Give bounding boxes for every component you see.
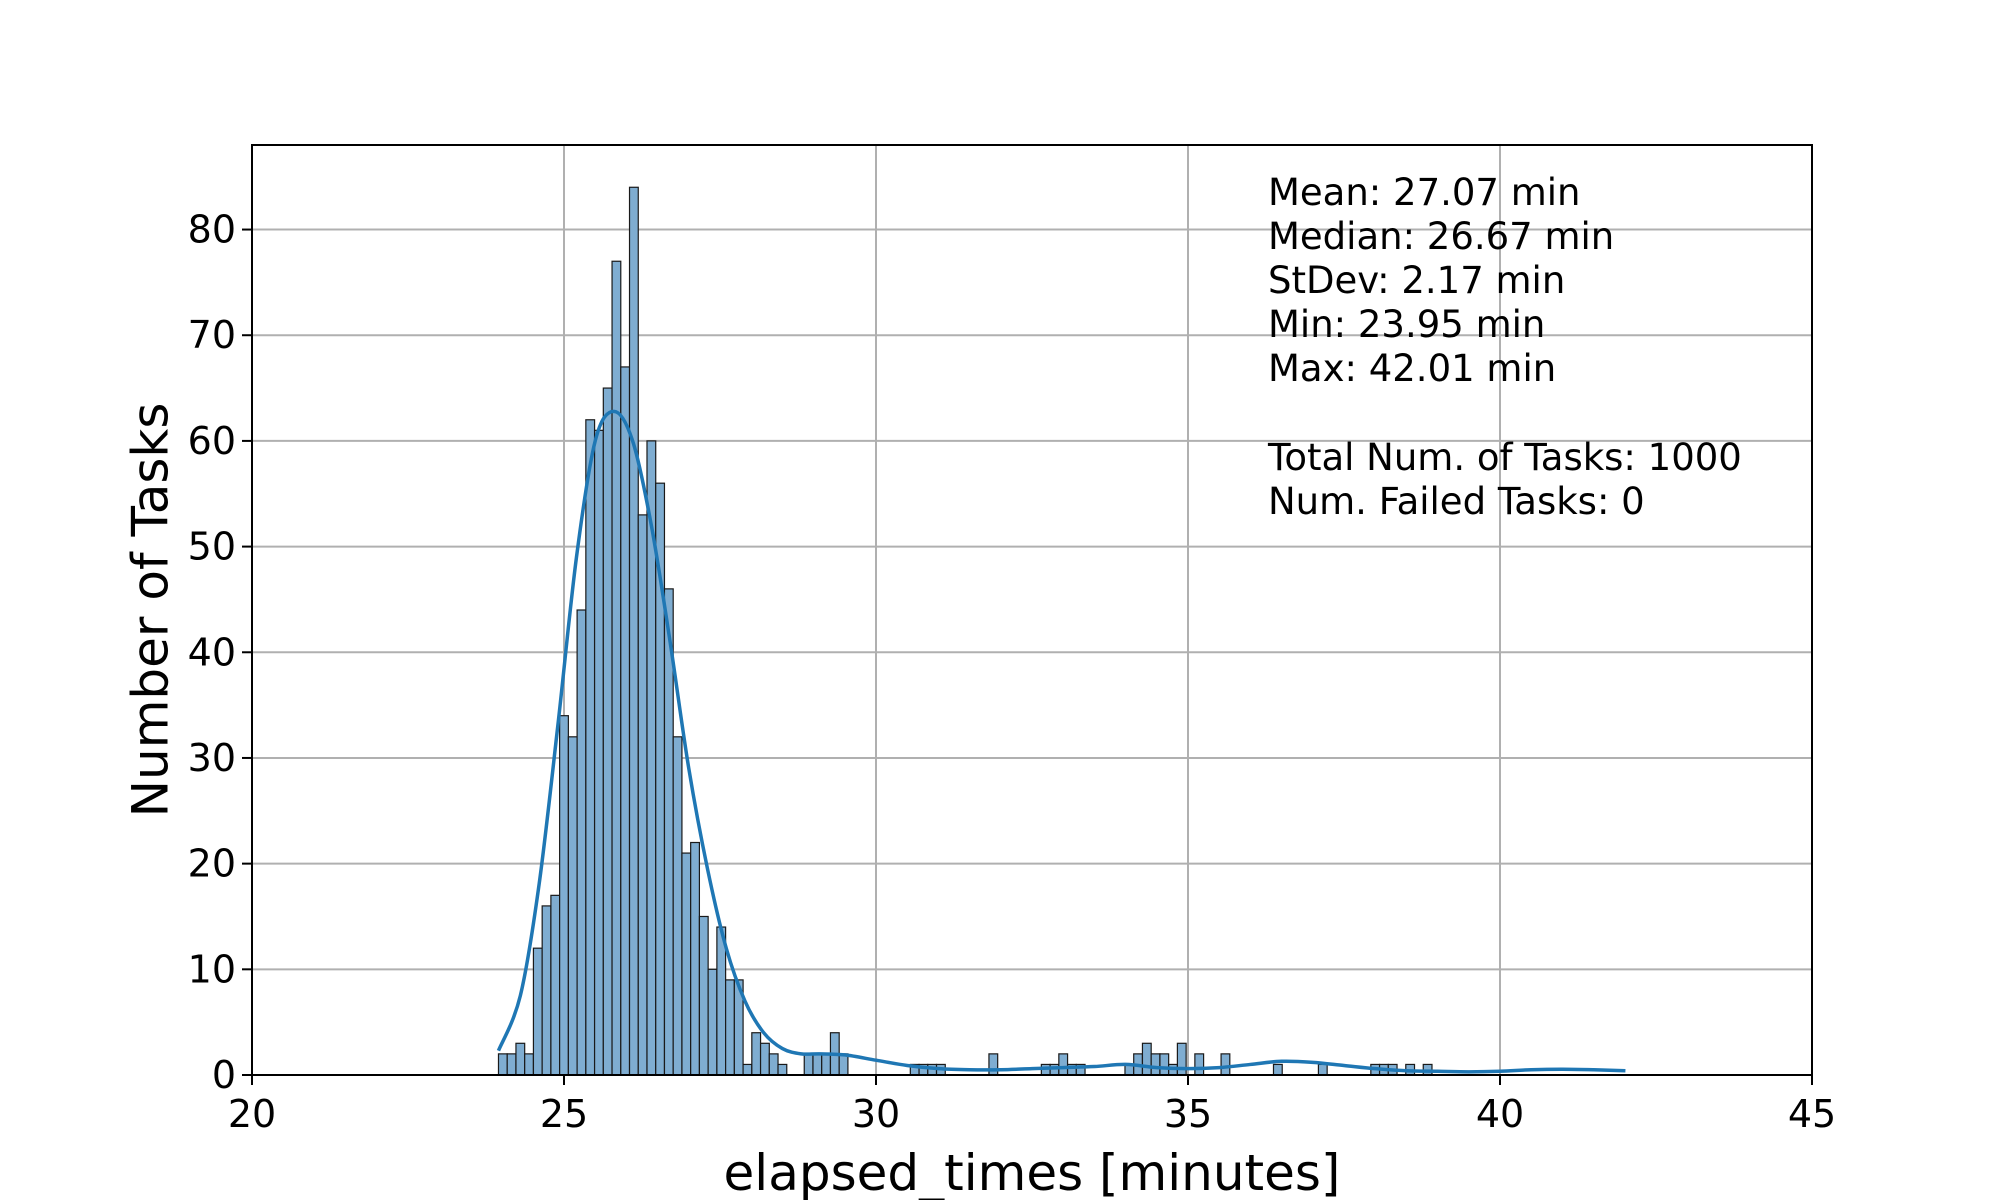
y-tick-label: 0 (212, 1053, 236, 1097)
histogram-bar (988, 1053, 999, 1076)
histogram-bar (672, 736, 683, 1076)
histogram-bar (1272, 1063, 1283, 1076)
y-tick-label: 40 (188, 630, 236, 674)
x-tick-label: 35 (1164, 1092, 1212, 1136)
stat-mean: Mean: 27.07 min (1268, 171, 1581, 214)
histogram-bar (838, 1053, 849, 1076)
histogram-bar (821, 1053, 832, 1076)
histogram-bar (515, 1042, 526, 1076)
histogram-bar (559, 715, 569, 1076)
histogram-bar (1159, 1053, 1170, 1076)
histogram-bar (1194, 1053, 1205, 1076)
histogram-bar (751, 1032, 762, 1076)
stat-max: Max: 42.01 min (1268, 347, 1556, 390)
x-axis-title: elapsed_times [minutes] (724, 1144, 1341, 1200)
y-tick-label: 30 (188, 736, 236, 780)
stat-failed-tasks: Num. Failed Tasks: 0 (1268, 480, 1645, 523)
histogram-bar (602, 387, 613, 1076)
histogram-bar (532, 947, 543, 1076)
histogram-bar (524, 1053, 535, 1076)
histogram-bar (576, 609, 587, 1076)
histogram-bar (725, 979, 735, 1076)
histogram-bar (585, 419, 596, 1076)
stat-min: Min: 23.95 min (1268, 303, 1545, 346)
kde-curve (496, 409, 1626, 1074)
stats-annotation: Mean: 27.07 min Median: 26.67 min StDev:… (1267, 171, 1742, 523)
y-tick-label: 80 (188, 208, 236, 252)
histogram-bar (628, 186, 639, 1076)
histogram-bar (567, 736, 578, 1076)
x-tick-label: 30 (852, 1092, 900, 1136)
y-tick-label: 60 (188, 419, 236, 463)
axis-ticks: 20 25 30 35 40 45 0 10 20 30 40 50 60 70 80 (188, 208, 1837, 1136)
plot-frame (251, 144, 1813, 1076)
histogram-bar (550, 894, 561, 1076)
grid-lines (251, 145, 1813, 1076)
histogram-bar (803, 1053, 814, 1076)
y-tick-label: 50 (188, 525, 236, 569)
histogram-bar (1141, 1042, 1152, 1076)
histogram-bar (506, 1053, 517, 1076)
histogram-bar (742, 1063, 753, 1076)
histogram-bar (620, 366, 631, 1076)
histogram-bar (777, 1063, 788, 1076)
histogram-bar (497, 1053, 508, 1076)
histogram-bar (759, 1042, 770, 1076)
x-tick-label: 25 (540, 1092, 588, 1136)
x-tick-label: 40 (1476, 1092, 1524, 1136)
histogram-bar (1220, 1053, 1231, 1076)
stat-median: Median: 26.67 min (1268, 215, 1614, 258)
y-tick-label: 20 (188, 842, 236, 886)
histogram-bar (541, 905, 552, 1076)
y-tick-label: 70 (188, 313, 236, 357)
histogram-bar (681, 852, 692, 1076)
x-tick-label: 20 (228, 1092, 276, 1136)
histogram-bar (698, 915, 709, 1076)
histogram-bar (593, 429, 604, 1076)
x-tick-label: 45 (1788, 1092, 1836, 1136)
histogram-bar (690, 841, 701, 1076)
histogram-bar (768, 1053, 779, 1076)
histogram-bar (1058, 1053, 1069, 1076)
histogram-bar (812, 1053, 823, 1076)
histogram-bar (1317, 1063, 1328, 1076)
histogram-bar (707, 968, 718, 1076)
histogram-bar (716, 926, 727, 1076)
histogram-bar (1150, 1053, 1161, 1076)
histogram-bars (497, 186, 1433, 1076)
histogram-bar (637, 514, 648, 1076)
stat-total-tasks: Total Num. of Tasks: 1000 (1267, 436, 1742, 479)
y-tick-label: 10 (188, 947, 236, 991)
stat-stdev: StDev: 2.17 min (1268, 259, 1565, 302)
y-axis-title: Number of Tasks (122, 403, 180, 818)
histogram-bar (611, 260, 622, 1076)
